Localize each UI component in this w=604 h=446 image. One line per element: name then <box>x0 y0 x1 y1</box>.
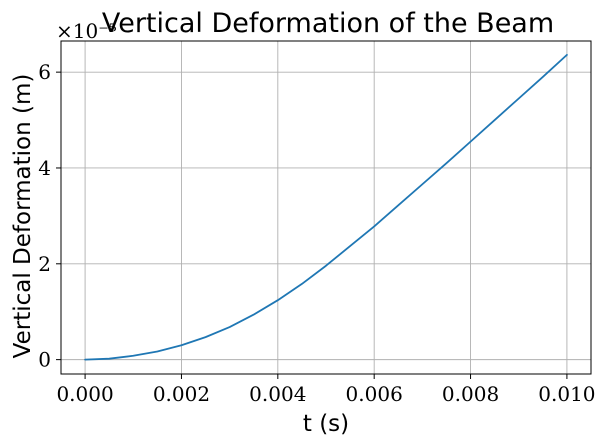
plot-frame <box>60 40 592 375</box>
y-axis-label: Vertical Deformation (m) <box>10 74 36 359</box>
y-tick-label: 6 <box>38 60 51 84</box>
grid-layer <box>61 41 591 374</box>
series-line <box>84 53 568 361</box>
chart-title: Vertical Deformation of the Beam <box>102 8 554 39</box>
x-tick-label: 0.004 <box>249 382 306 406</box>
x-tick-label: 0.002 <box>153 382 210 406</box>
y-offset-label: ×10⁻⁵ <box>56 19 117 43</box>
tick-layer: 0.000 0.002 0.004 0.006 0.008 0.010 0 2 4 6 <box>38 60 595 406</box>
y-tick-label: 4 <box>38 156 51 180</box>
x-tick-label: 0.006 <box>346 382 403 406</box>
x-tick-label: 0.000 <box>56 382 113 406</box>
x-axis-label: t (s) <box>303 411 349 437</box>
series-layer <box>84 53 568 361</box>
y-tick-label: 0 <box>38 348 51 372</box>
x-tick-label: 0.008 <box>442 382 499 406</box>
y-tick-label: 2 <box>38 252 51 276</box>
x-tick-label: 0.010 <box>538 382 595 406</box>
